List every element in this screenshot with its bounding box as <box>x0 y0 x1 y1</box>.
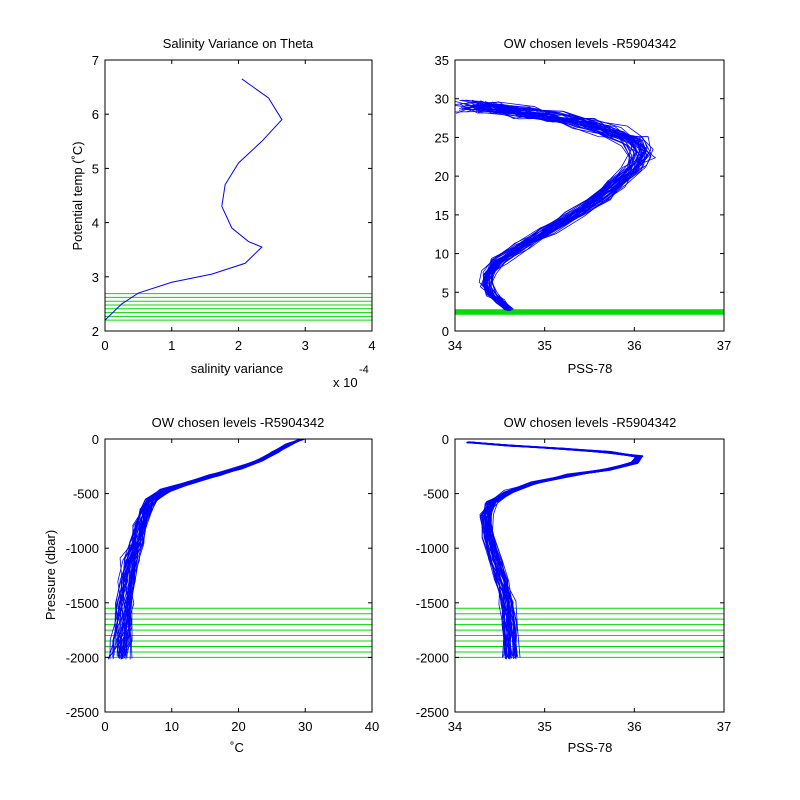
p3-xtick-label: 0 <box>101 719 108 734</box>
p4-xtick-label: 35 <box>537 719 551 734</box>
panel-salinity-theta: OW chosen levels -R5904342 PSS-78 34 35 36… <box>435 36 732 376</box>
p1-chosen-levels <box>105 293 372 321</box>
p3-xtick-label: 20 <box>231 719 245 734</box>
p2-ytick-label: 10 <box>435 247 449 262</box>
p2-ytick-label: 0 <box>442 324 449 339</box>
p2-axes-box <box>454 59 725 332</box>
panel-salinity-variance: Salinity Variance on Theta salinity vari… <box>70 36 376 390</box>
p3-ytick-label: -2000 <box>66 650 99 665</box>
p4-ytick-label: -1500 <box>416 596 449 611</box>
p1-title: Salinity Variance on Theta <box>163 36 314 51</box>
p2-ytick-label: 30 <box>435 92 449 107</box>
p1-ylabel: Potential temp (˚C) <box>70 141 85 250</box>
p3-xlabel: ˚C <box>230 740 244 755</box>
p2-ytick-label: 5 <box>442 285 449 300</box>
p2-profile-line <box>472 106 642 311</box>
p4-ytick-label: -1000 <box>416 541 449 556</box>
p3-ytick-label: -2500 <box>66 705 99 720</box>
p2-xtick-label: 34 <box>448 338 462 353</box>
p4-ytick-label: 0 <box>442 432 449 447</box>
p2-profiles <box>455 99 657 312</box>
p4-title: OW chosen levels -R5904342 <box>504 415 677 430</box>
p2-ytick-label: 15 <box>435 208 449 223</box>
p3-ytick-label: 0 <box>92 432 99 447</box>
p3-profile-line <box>112 439 302 660</box>
p1-plot-area <box>105 78 372 321</box>
p1-x-exponent-power: -4 <box>359 364 369 376</box>
p1-xtick-label: 4 <box>368 338 375 353</box>
p2-ytick-label: 20 <box>435 169 449 184</box>
p4-axes-box <box>454 438 725 713</box>
p1-x-exponent-label: x 10 <box>333 375 358 390</box>
p1-xlabel: salinity variance <box>191 361 284 376</box>
p4-plot-area <box>455 441 724 660</box>
p4-xtick-label: 34 <box>448 719 462 734</box>
p1-ytick-label: 5 <box>92 161 99 176</box>
p4-profiles <box>466 441 644 660</box>
p1-ytick-label: 7 <box>92 53 99 68</box>
p3-ytick-label: -1500 <box>66 596 99 611</box>
p2-profile-line <box>485 111 652 312</box>
p1-series-line <box>105 78 283 321</box>
p4-profile-line <box>469 442 642 658</box>
panel-temperature-pressure: OW chosen levels -R5904342 ˚C Pressure (… <box>43 415 379 755</box>
p2-ytick-label: 25 <box>435 130 449 145</box>
panel-salinity-pressure: OW chosen levels -R5904342 PSS-78 34 35 36… <box>416 415 731 755</box>
p2-xtick-label: 37 <box>717 338 731 353</box>
p1-ytick-label: 6 <box>92 107 99 122</box>
p2-xlabel: PSS-78 <box>568 361 613 376</box>
p2-plot-area <box>455 99 724 315</box>
p3-profile-line <box>121 439 303 656</box>
p4-xtick-label: 36 <box>627 719 641 734</box>
p3-profile-line <box>119 439 302 659</box>
p1-xtick-label: 1 <box>168 338 175 353</box>
p4-xlabel: PSS-78 <box>568 740 613 755</box>
p2-title: OW chosen levels -R5904342 <box>504 36 677 51</box>
p3-ylabel: Pressure (dbar) <box>43 530 58 620</box>
p4-ytick-label: -2500 <box>416 705 449 720</box>
p3-title: OW chosen levels -R5904342 <box>152 415 325 430</box>
p1-ytick-label: 4 <box>92 216 99 231</box>
p3-ytick-label: -500 <box>73 487 99 502</box>
p4-ytick-label: -500 <box>423 487 449 502</box>
p3-xtick-label: 40 <box>365 719 379 734</box>
p3-ytick-label: -1000 <box>66 541 99 556</box>
p4-profile-line <box>466 442 640 660</box>
p1-ytick-label: 3 <box>92 270 99 285</box>
p3-profile-line <box>107 439 302 660</box>
p3-plot-area <box>105 439 372 660</box>
p3-xtick-label: 10 <box>165 719 179 734</box>
p2-profile-line <box>476 101 643 310</box>
p2-xtick-label: 36 <box>627 338 641 353</box>
p3-profiles <box>107 439 306 660</box>
p3-xtick-label: 30 <box>298 719 312 734</box>
p1-xtick-label: 3 <box>302 338 309 353</box>
p4-xtick-label: 37 <box>717 719 731 734</box>
p1-xtick-label: 0 <box>101 338 108 353</box>
p2-ytick-label: 35 <box>435 53 449 68</box>
p3-profile-line <box>122 439 304 659</box>
p2-xtick-label: 35 <box>537 338 551 353</box>
p1-ytick-label: 2 <box>92 324 99 339</box>
p3-chosen-levels <box>105 607 372 658</box>
p2-profile-line <box>462 108 649 312</box>
p4-ytick-label: -2000 <box>416 650 449 665</box>
p1-xtick-label: 2 <box>235 338 242 353</box>
p2-chosen-levels <box>455 309 724 315</box>
